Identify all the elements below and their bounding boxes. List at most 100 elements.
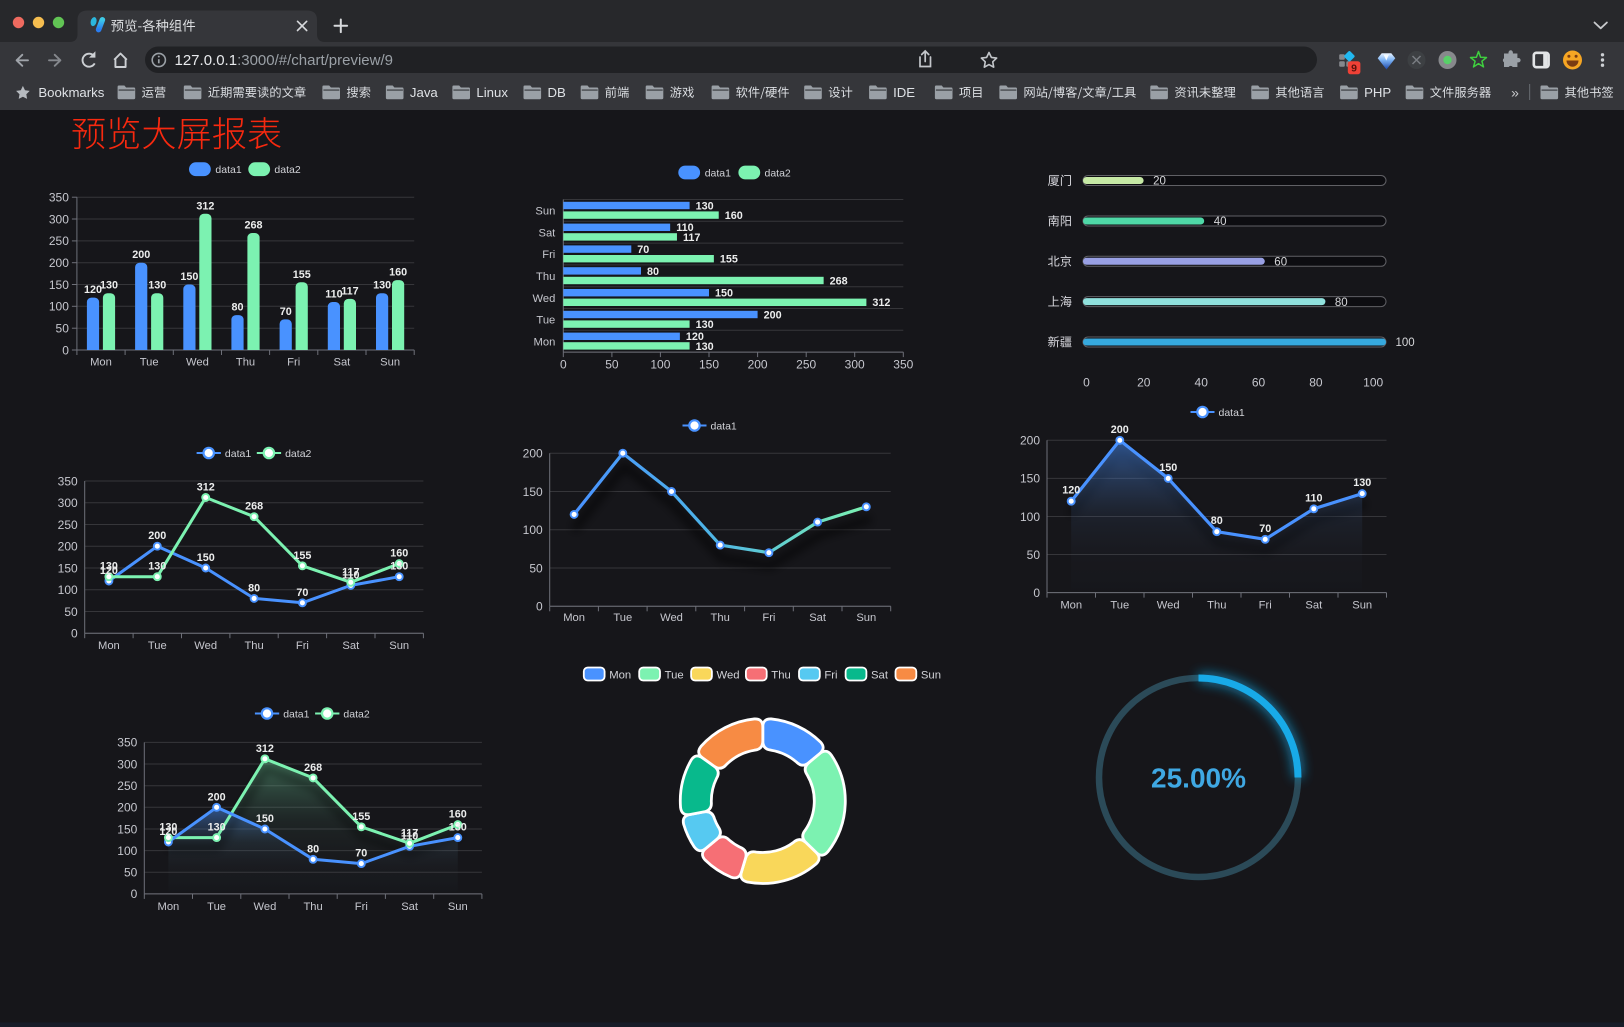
svg-text:300: 300 <box>845 358 865 372</box>
svg-text:150: 150 <box>58 561 78 575</box>
svg-text:200: 200 <box>1020 434 1040 448</box>
svg-text:130: 130 <box>696 341 714 353</box>
svg-text:Tue: Tue <box>140 356 159 368</box>
svg-text:100: 100 <box>650 358 670 372</box>
svg-text:150: 150 <box>256 813 274 825</box>
svg-text:200: 200 <box>748 358 768 372</box>
svg-text:200: 200 <box>58 540 78 554</box>
svg-text:Tue: Tue <box>613 612 632 624</box>
svg-text:130: 130 <box>696 200 714 212</box>
svg-text:150: 150 <box>523 485 543 499</box>
svg-text:250: 250 <box>49 234 69 248</box>
svg-text:0: 0 <box>1033 586 1040 600</box>
svg-text:155: 155 <box>293 269 311 281</box>
svg-text:Fri: Fri <box>1259 600 1272 612</box>
svg-text:Wed: Wed <box>532 293 555 305</box>
svg-text:Tue: Tue <box>1110 600 1129 612</box>
svg-text:20: 20 <box>1137 376 1151 390</box>
svg-text:130: 130 <box>208 822 226 834</box>
svg-text:80: 80 <box>1309 376 1323 390</box>
svg-text:data1: data1 <box>711 420 737 432</box>
svg-text:50: 50 <box>605 358 619 372</box>
svg-text:70: 70 <box>1259 523 1271 535</box>
svg-text:117: 117 <box>341 285 358 297</box>
svg-text:100: 100 <box>58 583 78 597</box>
svg-text:80: 80 <box>307 843 319 855</box>
svg-text:Wed: Wed <box>186 356 209 368</box>
svg-text:150: 150 <box>1020 472 1040 486</box>
svg-text:Sun: Sun <box>1352 600 1372 612</box>
svg-text:Mon: Mon <box>98 640 120 652</box>
svg-text:300: 300 <box>49 212 69 226</box>
svg-text:200: 200 <box>49 256 69 270</box>
svg-text:20: 20 <box>1153 176 1166 188</box>
svg-text:40: 40 <box>1195 376 1209 390</box>
svg-text:data2: data2 <box>274 164 300 176</box>
svg-text:0: 0 <box>71 627 78 641</box>
svg-text:Linux: Linux <box>476 85 508 100</box>
svg-text:Wed: Wed <box>194 640 217 652</box>
svg-text:Tue: Tue <box>536 315 555 327</box>
svg-text:150: 150 <box>699 358 719 372</box>
svg-text:data1: data1 <box>705 168 731 180</box>
svg-text:80: 80 <box>1335 297 1348 309</box>
svg-text:250: 250 <box>117 779 137 793</box>
svg-text:Wed: Wed <box>1157 600 1180 612</box>
svg-text:data2: data2 <box>285 448 311 460</box>
svg-text:350: 350 <box>117 736 137 750</box>
svg-text:Mon: Mon <box>1060 600 1082 612</box>
svg-text:50: 50 <box>56 322 70 336</box>
svg-text:155: 155 <box>720 254 738 266</box>
svg-text:Thu: Thu <box>536 271 555 283</box>
svg-text:117: 117 <box>342 566 359 578</box>
svg-text:Mon: Mon <box>90 356 112 368</box>
svg-text:250: 250 <box>796 358 816 372</box>
svg-text:200: 200 <box>1111 424 1129 436</box>
svg-text:Wed: Wed <box>253 901 276 913</box>
svg-text:120: 120 <box>686 331 704 343</box>
svg-text:Mon: Mon <box>609 669 631 681</box>
svg-text:312: 312 <box>872 297 890 309</box>
svg-text:200: 200 <box>523 447 543 461</box>
svg-text:100: 100 <box>49 300 69 314</box>
svg-text:Fri: Fri <box>296 640 309 652</box>
svg-text:Tue: Tue <box>665 669 684 681</box>
svg-text:Tue: Tue <box>207 901 226 913</box>
svg-text:127.0.0.1:3000/#/chart/preview: 127.0.0.1:3000/#/chart/preview/9 <box>175 52 394 69</box>
svg-text:50: 50 <box>529 561 543 575</box>
svg-text:155: 155 <box>293 550 311 562</box>
svg-text:200: 200 <box>132 249 150 261</box>
svg-text:70: 70 <box>296 587 308 599</box>
svg-text:Bookmarks: Bookmarks <box>38 85 104 100</box>
svg-text:110: 110 <box>1305 492 1322 504</box>
svg-text:9: 9 <box>1351 63 1357 75</box>
svg-text:150: 150 <box>117 822 137 836</box>
svg-text:150: 150 <box>715 288 733 300</box>
svg-text:Sun: Sun <box>389 640 409 652</box>
svg-text:Fri: Fri <box>762 612 775 624</box>
svg-text:100: 100 <box>1363 376 1383 390</box>
svg-text:268: 268 <box>304 762 322 774</box>
svg-text:150: 150 <box>180 271 198 283</box>
svg-text:80: 80 <box>1211 515 1223 527</box>
svg-text:312: 312 <box>196 200 214 212</box>
svg-text:350: 350 <box>893 358 913 372</box>
svg-text:312: 312 <box>197 482 215 494</box>
svg-text:50: 50 <box>124 866 138 880</box>
svg-text:80: 80 <box>647 266 659 278</box>
svg-text:Fri: Fri <box>355 901 368 913</box>
svg-text:Sat: Sat <box>1305 600 1323 612</box>
svg-text:data2: data2 <box>343 708 369 720</box>
svg-text:268: 268 <box>830 275 848 287</box>
svg-text:40: 40 <box>1214 216 1227 228</box>
svg-text:0: 0 <box>536 600 543 614</box>
svg-text:117: 117 <box>401 827 418 839</box>
svg-text:data1: data1 <box>1219 407 1245 419</box>
svg-text:Fri: Fri <box>287 356 300 368</box>
svg-text:300: 300 <box>58 496 78 510</box>
svg-text:268: 268 <box>244 220 262 232</box>
svg-text:130: 130 <box>390 561 408 573</box>
svg-text:130: 130 <box>148 280 166 292</box>
svg-text:Fri: Fri <box>824 669 837 681</box>
svg-text:300: 300 <box>117 757 137 771</box>
